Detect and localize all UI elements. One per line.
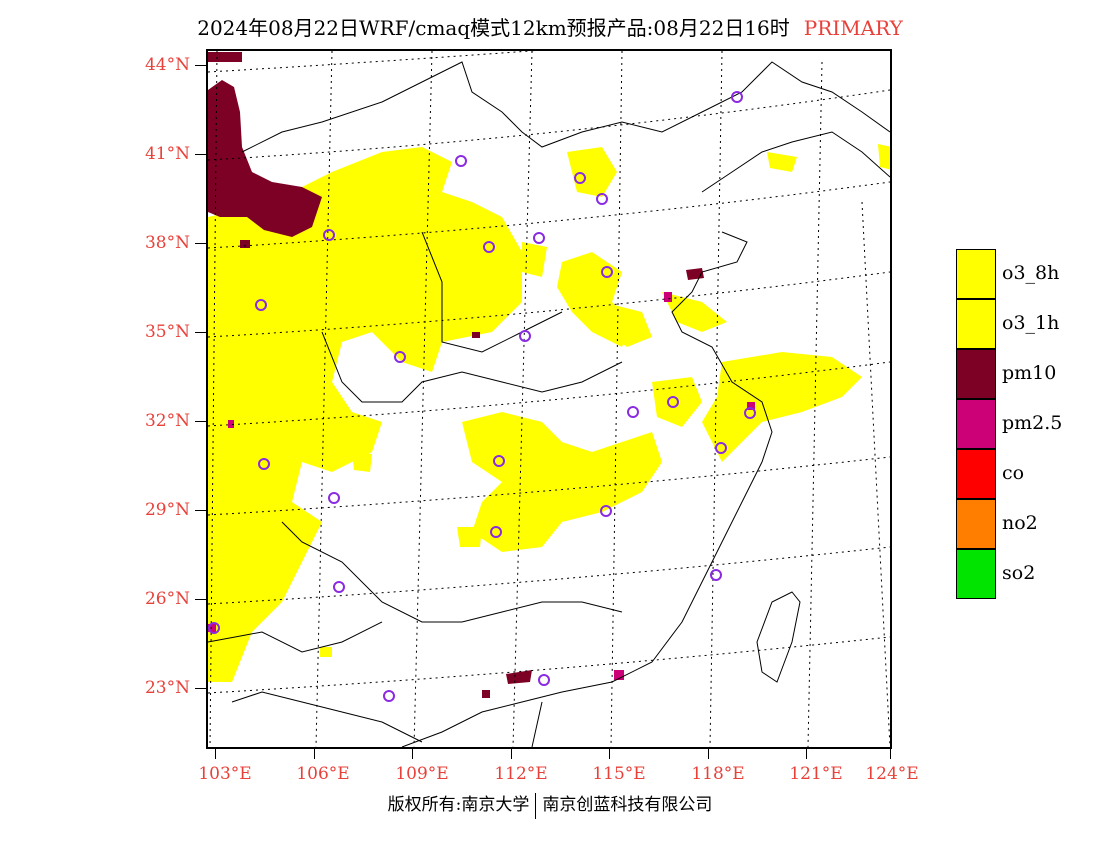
- pm25-layer: [208, 292, 755, 680]
- pm10-layer: [208, 52, 704, 698]
- lon-tick: [708, 749, 709, 759]
- lat-label-41: 41°N: [144, 144, 190, 164]
- lon-label-106: 106°E: [296, 764, 350, 784]
- lon-tick: [609, 749, 610, 759]
- lon-tick: [806, 749, 807, 759]
- lat-tick: [195, 243, 206, 244]
- legend-swatch: [956, 449, 996, 499]
- legend-label: no2: [1002, 512, 1038, 534]
- legend-swatch: [956, 249, 996, 299]
- lat-tick: [195, 154, 206, 155]
- lat-tick: [195, 421, 206, 422]
- map-title: 2024年08月22日WRF/cmaq模式12km预报产品:08月22日16时 P…: [0, 12, 1100, 41]
- map-frame[interactable]: [206, 49, 892, 749]
- footer-separator: [535, 792, 537, 819]
- legend-label: co: [1002, 462, 1025, 484]
- lon-tick: [215, 749, 216, 759]
- title-text: 2024年08月22日WRF/cmaq模式12km预报产品:08月22日16时: [197, 16, 790, 40]
- lat-label-32: 32°N: [144, 411, 190, 431]
- lat-label-44: 44°N: [144, 55, 190, 75]
- legend-label: o3_8h: [1002, 262, 1060, 284]
- map-canvas: [208, 51, 890, 747]
- lon-tick: [314, 749, 315, 759]
- primary-label: PRIMARY: [803, 16, 903, 40]
- lon-label-121: 121°E: [789, 764, 843, 784]
- graticule: [208, 51, 890, 747]
- lon-label-112: 112°E: [494, 764, 548, 784]
- legend-label: pm2.5: [1002, 412, 1063, 434]
- copyright-footer: 版权所有:南京大学 南京创蓝科技有限公司: [0, 790, 1100, 819]
- lat-label-35: 35°N: [144, 322, 190, 342]
- lon-tick: [511, 749, 512, 759]
- lon-tick: [412, 749, 413, 759]
- lat-tick: [195, 688, 206, 689]
- copyright-left: 版权所有:南京大学: [387, 795, 530, 815]
- station-markers: [208, 91, 756, 702]
- lat-label-26: 26°N: [144, 589, 190, 609]
- legend-label: so2: [1002, 562, 1036, 584]
- lat-label-38: 38°N: [144, 233, 190, 253]
- lat-label-29: 29°N: [144, 500, 190, 520]
- lon-label-103: 103°E: [198, 764, 252, 784]
- lon-label-118: 118°E: [691, 764, 745, 784]
- lon-label-115: 115°E: [592, 764, 646, 784]
- legend-label: pm10: [1002, 362, 1057, 384]
- copyright-right: 南京创蓝科技有限公司: [542, 795, 713, 815]
- legend-swatch: [956, 399, 996, 449]
- legend-swatch: [956, 549, 996, 599]
- legend-swatch: [956, 499, 996, 549]
- lat-tick: [195, 332, 206, 333]
- lat-tick: [195, 65, 206, 66]
- legend-swatch: [956, 299, 996, 349]
- lon-label-109: 109°E: [395, 764, 449, 784]
- legend-swatch: [956, 349, 996, 399]
- lon-label-124: 124°E: [865, 764, 919, 784]
- lat-tick: [195, 510, 206, 511]
- legend-label: o3_1h: [1002, 312, 1060, 334]
- o3-layer: [208, 144, 890, 682]
- boundary-lines: [208, 61, 890, 747]
- lat-tick: [195, 599, 206, 600]
- lon-tick: [890, 749, 891, 759]
- lat-label-23: 23°N: [144, 678, 190, 698]
